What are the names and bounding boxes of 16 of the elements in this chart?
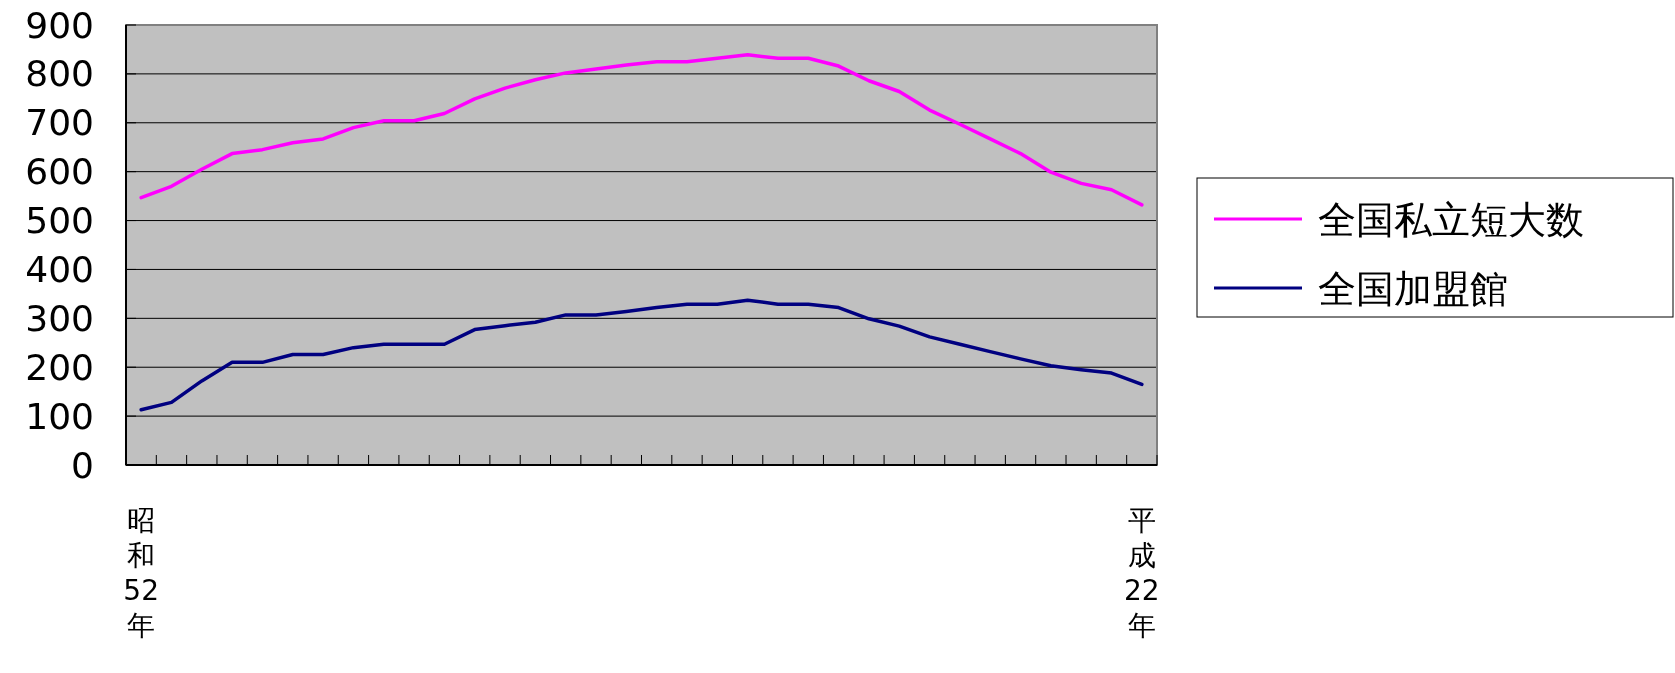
y-tick-label: 100 [25, 395, 94, 437]
y-tick-label: 0 [71, 444, 94, 486]
line-series [139, 298, 1144, 412]
y-tick-label: 500 [25, 200, 94, 242]
y-tick-label: 600 [25, 151, 94, 193]
y-tick-label: 300 [25, 297, 94, 339]
y-tick-label: 800 [25, 53, 94, 95]
y-tick-label: 900 [25, 4, 94, 46]
x-tick-label: 昭和52年 [123, 504, 159, 642]
legend-label: 全国加盟館 [1318, 266, 1508, 311]
y-tick-label: 700 [25, 102, 94, 144]
x-tick-label: 平成22年 [1124, 504, 1160, 642]
y-tick-label: 400 [25, 249, 94, 291]
line-series [139, 53, 1144, 207]
y-tick-label: 200 [25, 346, 94, 388]
legend-label: 全国私立短大数 [1318, 197, 1584, 242]
